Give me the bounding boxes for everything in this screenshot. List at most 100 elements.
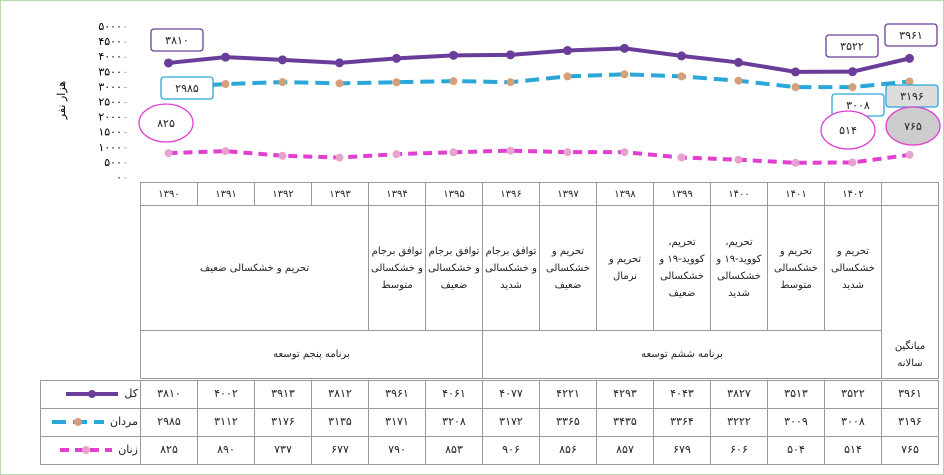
y-tick-label: ۴۰۰۰ (98, 50, 122, 63)
value-cell: ۸۵۳ (425, 436, 483, 465)
conditions-table: ۱۳۹۰ ۱۳۹۱ ۱۳۹۲ ۱۳۹۳ ۱۳۹۴ ۱۳۹۵ ۱۳۹۶ ۱۳۹۷ ۱۳۹۸ ۱۳۹۹… (140, 182, 939, 379)
legend-label: زنان (118, 443, 138, 457)
value-cell: ۳۱۷۲ (482, 408, 540, 437)
y-tick-label: ۳۰۰۰ (98, 80, 122, 93)
value-cell: ۳۱۳۵ (311, 408, 369, 437)
y-tick-label: ۱۵۰۰ (98, 126, 122, 139)
callout-box (150, 28, 204, 52)
marker (905, 150, 914, 159)
value-cell: ۸۲۵ (140, 436, 198, 465)
value-cell: ۷۹۰ (368, 436, 426, 465)
legend-label: کل (124, 387, 138, 401)
data-label: ۵۱۴ (839, 124, 857, 137)
callout-box (884, 23, 938, 47)
marker (449, 148, 458, 157)
condition-label: تحریم و خشکسالی ضعیف (140, 205, 369, 331)
value-cell: ۵۰۴ (767, 436, 825, 465)
value-cell: ۶۷۷ (311, 436, 369, 465)
value-cell: ۷۳۷ (254, 436, 312, 465)
marker (677, 51, 686, 61)
marker (449, 77, 458, 86)
legend-marker (88, 390, 97, 399)
marker (278, 55, 287, 65)
series-line (168, 46, 910, 74)
program-row: برنامه پنجم توسعه برنامه ششم توسعه (140, 330, 939, 379)
value-cell: ۸۵۷ (596, 436, 654, 465)
year-label: ۱۳۹۳ (311, 182, 369, 206)
series-row: زنان ۸۲۵ ۸۹۰ ۷۳۷ ۶۷۷ ۷۹۰ ۸۵۳ ۹۰۶ ۸۵۶ ۸۵۷ ۶۷۹ ۶۰۶ ۵۰۴… (40, 436, 939, 465)
value-cell: ۳۱۷۶ (254, 408, 312, 437)
year-label: ۱۳۹۰ (140, 182, 198, 206)
value-cell: ۳۱۹۶ (881, 408, 939, 437)
series-line (168, 148, 910, 165)
legend-cell: مردان (40, 408, 141, 437)
value-cell: ۳۸۱۲ (311, 380, 369, 409)
marker (791, 67, 800, 77)
value-cell: ۳۵۲۲ (824, 380, 882, 409)
year-label: ۱۳۹۹ (653, 182, 711, 206)
condition-label: توافق برجام و خشکسالی ضعیف (425, 205, 483, 331)
data-label: ۳۸۱۰ (165, 34, 189, 47)
callout-box (825, 34, 879, 58)
legend-cell: زنان (40, 436, 141, 465)
marker (335, 79, 344, 88)
data-label: ۳۱۹۶ (900, 90, 924, 103)
marker (506, 78, 515, 87)
marker (392, 78, 401, 87)
marker (620, 148, 629, 157)
y-axis-label: هزار نفر (55, 81, 68, 121)
marker (905, 53, 914, 63)
marker (335, 58, 344, 68)
series-line (168, 72, 910, 90)
marker (221, 80, 230, 89)
data-label: ۸۲۵ (157, 117, 175, 130)
marker (677, 72, 686, 81)
legend-icon (52, 418, 104, 427)
condition-label: تحریم، کووید-۱۹ و خشکسالی شدید (710, 205, 768, 331)
condition-label: تحریم و خشکسالی متوسط (767, 205, 825, 331)
legend-cell: کل (40, 380, 141, 409)
condition-label: توافق برجام و خشکسالی شدید (482, 205, 540, 331)
value-cell: ۳۰۰۸ (824, 408, 882, 437)
value-cell: ۲۹۸۵ (140, 408, 198, 437)
value-cell: ۶۰۶ (710, 436, 768, 465)
marker (848, 67, 857, 77)
marker (164, 149, 173, 158)
year-label: ۱۳۹۷ (539, 182, 597, 206)
marker (620, 43, 629, 53)
value-cell: ۳۳۶۴ (653, 408, 711, 437)
series-row: کل ۳۸۱۰ ۴۰۰۲ ۳۹۱۳ ۳۸۱۲ ۳۹۶۱ ۴۰۶۱ ۴۰۷۷ ۴۲۲۱ ۴۲۹۳ ۴۰… (40, 380, 939, 409)
marker (221, 52, 230, 62)
value-cell: ۵۱۴ (824, 436, 882, 465)
year-label: ۱۳۹۵ (425, 182, 483, 206)
series-row: مردان ۲۹۸۵ ۳۱۱۲ ۳۱۷۶ ۳۱۳۵ ۳۱۷۱ ۳۲۰۸ ۳۱۷۲ ۳۳۶۵ ۳۴۳… (40, 408, 939, 437)
value-cell: ۳۱۱۲ (197, 408, 255, 437)
y-tick-label: ۲۵۰۰ (98, 96, 122, 109)
marker (278, 151, 287, 160)
marker (506, 146, 515, 155)
condition-label: توافق برجام و خشکسالی متوسط (368, 205, 426, 331)
value-cell: ۴۲۲۱ (539, 380, 597, 409)
marker (734, 76, 743, 85)
marker (563, 46, 572, 56)
year-label: ۱۴۰۱ (767, 182, 825, 206)
data-label: ۳۵۲۲ (840, 40, 864, 53)
y-tick-label: ۲۰۰۰ (98, 111, 122, 124)
marker (506, 50, 515, 60)
marker (734, 155, 743, 164)
marker (734, 57, 743, 67)
legend-label: مردان (110, 415, 138, 429)
year-label: ۱۴۰۲ (824, 182, 882, 206)
marker (449, 50, 458, 60)
marker (905, 77, 914, 86)
year-label: ۱۴۰۰ (710, 182, 768, 206)
category-label: میانگین سالانه (881, 205, 939, 379)
y-tick-label: ۰ (116, 171, 122, 182)
year-label: ۱۳۹۴ (368, 182, 426, 206)
marker (221, 147, 230, 156)
year-label: ۱۳۹۱ (197, 182, 255, 206)
value-cell: ۳۱۷۱ (368, 408, 426, 437)
value-cell: ۴۰۶۱ (425, 380, 483, 409)
data-label: ۳۰۰۸ (846, 99, 870, 112)
